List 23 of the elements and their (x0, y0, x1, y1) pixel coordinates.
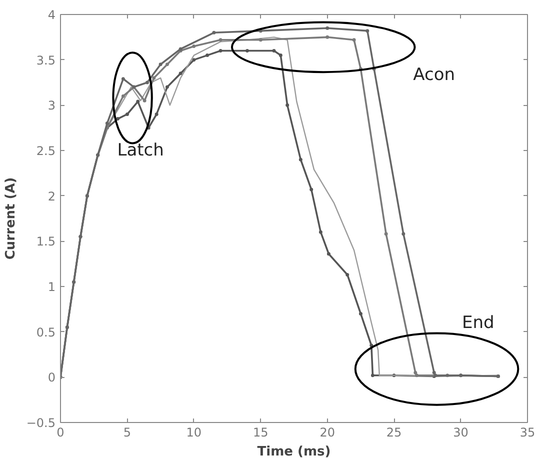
y-tick-label: 4 (48, 8, 56, 22)
y-tick-label: 3 (48, 98, 56, 113)
x-tick-label: 20 (320, 426, 336, 440)
x-tick-label: 30 (453, 426, 468, 440)
y-tick-label: 0 (48, 370, 56, 385)
x-tick-label: 10 (186, 426, 202, 440)
annotation: Latch (117, 140, 164, 160)
y-tick-label: 2.5 (36, 144, 56, 158)
y-axis-title: Current (A) (3, 177, 18, 260)
y-tick-label: 2 (48, 189, 56, 204)
x-tick-label: 0 (56, 426, 64, 440)
y-tick-label: 0.5 (36, 325, 56, 340)
x-tick-label: 35 (520, 426, 536, 440)
x-tick-label: 5 (123, 426, 132, 440)
x-axis-title: Time (ms) (257, 444, 331, 460)
x-tick-label: 25 (386, 426, 402, 440)
y-tick-label: 1.5 (36, 234, 56, 249)
annotation: End (462, 312, 494, 333)
y-tick-label: 1 (48, 280, 56, 294)
y-tick-label: 3.5 (36, 53, 56, 68)
y-tick-label: −0.5 (26, 416, 56, 430)
annotation: Acon (413, 65, 456, 86)
x-tick-label: 15 (253, 426, 268, 440)
